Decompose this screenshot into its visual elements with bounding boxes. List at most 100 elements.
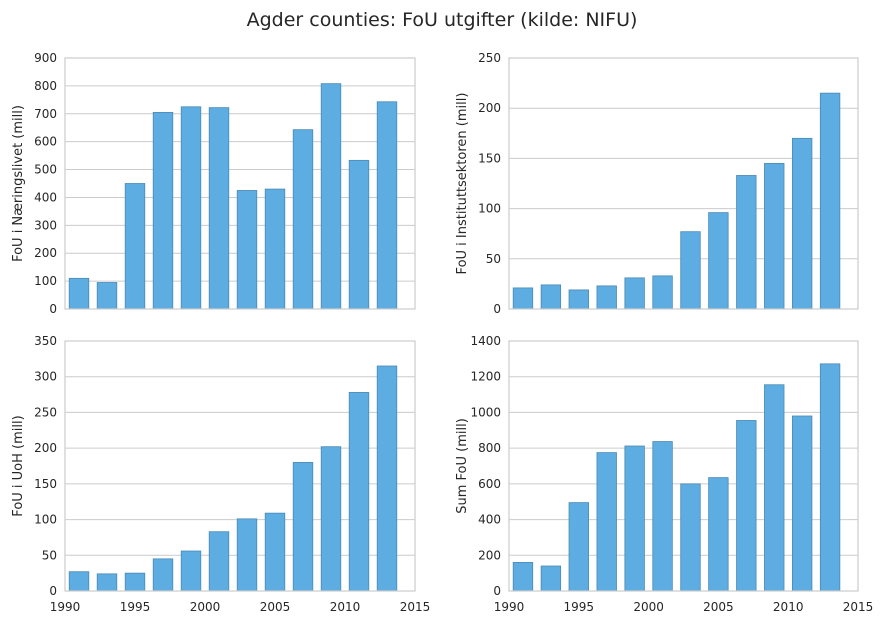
bar (568, 502, 589, 592)
bar (180, 106, 202, 310)
y-tick-label: 700 (34, 107, 57, 121)
bar (708, 477, 729, 592)
bar (236, 518, 258, 592)
y-tick-label: 250 (34, 405, 57, 419)
bar (652, 441, 673, 592)
panel-bottom-right: 0 200 400 600 800 1000 1200 1400 1990 1995 2000 200… (455, 334, 873, 614)
x-tick-label: 2010 (330, 600, 361, 614)
y-tick-label: 200 (478, 101, 501, 115)
bar (736, 175, 757, 310)
bar (264, 188, 286, 310)
y-tick-label: 400 (34, 190, 57, 204)
axes-frame (64, 340, 416, 592)
x-tick-label: 2000 (190, 600, 221, 614)
y-tick-label: 1400 (470, 334, 501, 348)
y-tick-label: 0 (49, 584, 57, 598)
bar (320, 83, 342, 310)
y-tick-label: 50 (486, 252, 501, 266)
y-tick-label: 150 (34, 477, 57, 491)
bar (791, 415, 813, 592)
bar (708, 212, 729, 310)
y-tick-label: 100 (34, 274, 57, 288)
bar (540, 284, 562, 310)
bar (152, 111, 174, 310)
y-axis-label: FoU i UoH (mill) (11, 415, 26, 516)
y-tick-label: 1200 (470, 370, 501, 384)
bar (791, 137, 813, 310)
bar (236, 190, 258, 310)
y-tick-label: 300 (34, 218, 57, 232)
bar (292, 462, 314, 592)
x-tick-label: 2015 (843, 600, 874, 614)
y-tick-label: 100 (34, 513, 57, 527)
y-tick-label: 350 (34, 334, 57, 348)
bar (348, 159, 370, 310)
axes-frame (508, 340, 859, 592)
bar (819, 92, 841, 310)
y-tick-label: 50 (42, 548, 57, 562)
panel-bottom-left: 0 50 100 150 200 250 300 350 1990 1995 2000 2005 201… (11, 334, 430, 614)
y-axis-label: FoU i Instituttsektoren (mill) (455, 93, 470, 275)
bar (152, 558, 174, 592)
bar (348, 392, 370, 592)
bar (96, 573, 118, 592)
y-tick-label: 300 (34, 370, 57, 384)
axes-frame (508, 57, 859, 310)
x-tick-label: 1995 (564, 600, 595, 614)
bar (568, 289, 589, 310)
bar (819, 363, 841, 592)
bar (180, 550, 202, 592)
bar (68, 571, 90, 592)
bar (680, 483, 701, 592)
y-tick-label: 150 (478, 151, 501, 165)
x-tick-label: 1990 (494, 600, 525, 614)
bar (124, 572, 146, 592)
y-tick-label: 200 (478, 548, 501, 562)
y-axis-label: Sum FoU (mill) (455, 418, 470, 514)
bar (596, 452, 617, 592)
bar (376, 365, 398, 592)
y-tick-label: 100 (478, 202, 501, 216)
bar (540, 565, 562, 592)
axes-frame (64, 57, 416, 310)
bar (208, 107, 230, 310)
x-tick-label: 1990 (50, 600, 81, 614)
x-tick-label: 2010 (773, 600, 804, 614)
y-tick-label: 900 (34, 51, 57, 65)
y-tick-label: 500 (34, 163, 57, 177)
bar (680, 231, 701, 310)
bar (68, 277, 90, 310)
y-tick-label: 800 (34, 79, 57, 93)
y-tick-label: 1000 (470, 405, 501, 419)
bar (292, 129, 314, 310)
y-tick-label: 0 (49, 302, 57, 316)
panel-top-right: 0 50 100 150 200 250 FoU i Instituttsektoren (… (455, 51, 859, 316)
bar (512, 287, 534, 310)
x-tick-label: 2005 (260, 600, 291, 614)
bar (320, 446, 342, 592)
bar (96, 282, 118, 310)
x-tick-label: 2015 (400, 600, 431, 614)
bar (624, 445, 645, 592)
y-tick-label: 400 (478, 513, 501, 527)
y-tick-label: 600 (34, 135, 57, 149)
bar (208, 531, 230, 592)
bar (764, 163, 785, 310)
x-tick-label: 2000 (633, 600, 664, 614)
bar (736, 420, 757, 592)
y-tick-label: 0 (493, 302, 501, 316)
y-tick-label: 200 (34, 441, 57, 455)
bar (376, 101, 398, 310)
bar (624, 277, 645, 310)
y-tick-label: 250 (478, 51, 501, 65)
bar (652, 275, 673, 310)
bar (512, 562, 534, 592)
bar (124, 183, 146, 310)
y-tick-label: 800 (478, 441, 501, 455)
y-tick-label: 600 (478, 477, 501, 491)
bar (596, 285, 617, 310)
bar (764, 384, 785, 592)
